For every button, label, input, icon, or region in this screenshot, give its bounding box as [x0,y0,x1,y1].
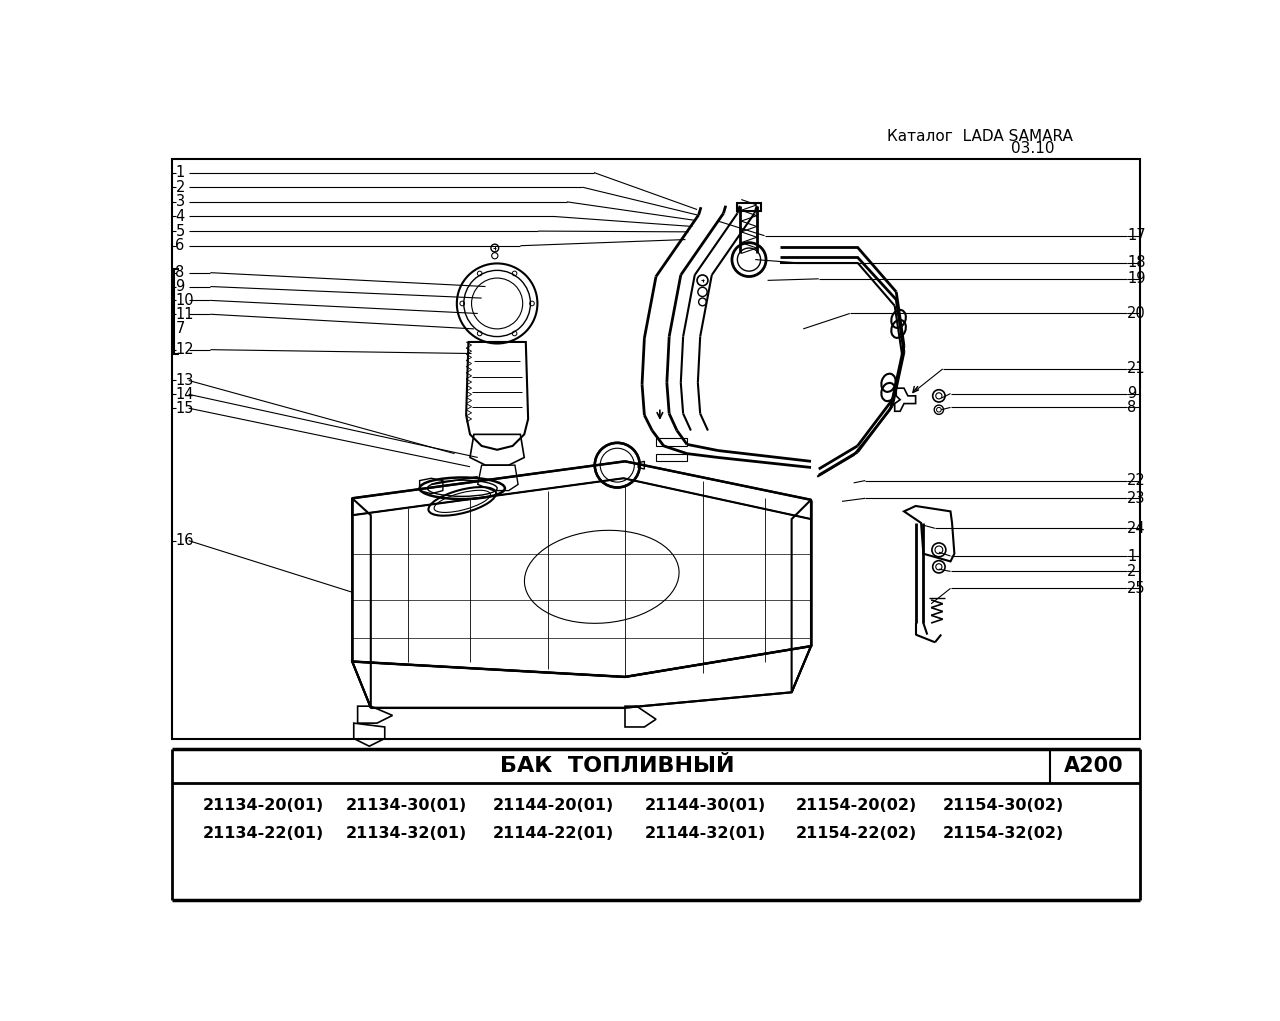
Text: 15: 15 [175,400,195,416]
Text: 1: 1 [175,165,184,180]
Text: 21144-20(01): 21144-20(01) [493,798,614,813]
Text: 5: 5 [175,224,184,239]
Text: 4: 4 [175,209,184,224]
Text: 20: 20 [1128,306,1146,321]
Text: 22: 22 [1128,473,1146,488]
Text: 9: 9 [175,279,184,294]
Text: 21154-30(02): 21154-30(02) [943,798,1064,813]
Text: 18: 18 [1128,255,1146,271]
Text: А200: А200 [1064,756,1124,776]
Text: 3: 3 [175,194,184,209]
Text: Каталог  LADA SAMARA: Каталог LADA SAMARA [887,129,1073,144]
Text: БАК  ТОПЛИВНЫЙ: БАК ТОПЛИВНЫЙ [500,756,735,776]
Text: 13: 13 [175,373,193,388]
Text: 7: 7 [175,321,184,336]
Text: 2: 2 [175,180,184,195]
Text: 21134-32(01): 21134-32(01) [346,826,467,840]
Text: 19: 19 [1128,272,1146,286]
Text: 12: 12 [175,342,195,357]
Text: 21144-22(01): 21144-22(01) [493,826,614,840]
Text: 1: 1 [1128,548,1137,564]
Text: 21144-30(01): 21144-30(01) [644,798,765,813]
Text: 21134-22(01): 21134-22(01) [202,826,324,840]
Text: 10: 10 [175,293,195,308]
Bar [172,158,1140,738]
Text: 11: 11 [175,306,195,322]
Text: 2: 2 [1128,564,1137,579]
Text: 25: 25 [1128,581,1146,596]
Text: 21134-30(01): 21134-30(01) [346,798,467,813]
Text: 24: 24 [1128,521,1146,536]
Text: 14: 14 [175,387,195,402]
Text: 21134-20(01): 21134-20(01) [202,798,324,813]
Text: 6: 6 [175,238,184,253]
Text: 8: 8 [1128,400,1137,415]
Text: 21154-22(02): 21154-22(02) [795,826,916,840]
Text: 23: 23 [1128,491,1146,505]
Text: 16: 16 [175,533,195,548]
Text: 9: 9 [1128,386,1137,401]
Text: 21154-32(02): 21154-32(02) [943,826,1064,840]
Text: 17: 17 [1128,229,1146,243]
Text: 21: 21 [1128,361,1146,377]
Text: 8: 8 [175,265,184,280]
Text: 03.10: 03.10 [1011,141,1055,156]
Text: 21154-20(02): 21154-20(02) [795,798,916,813]
Text: 21144-32(01): 21144-32(01) [644,826,765,840]
